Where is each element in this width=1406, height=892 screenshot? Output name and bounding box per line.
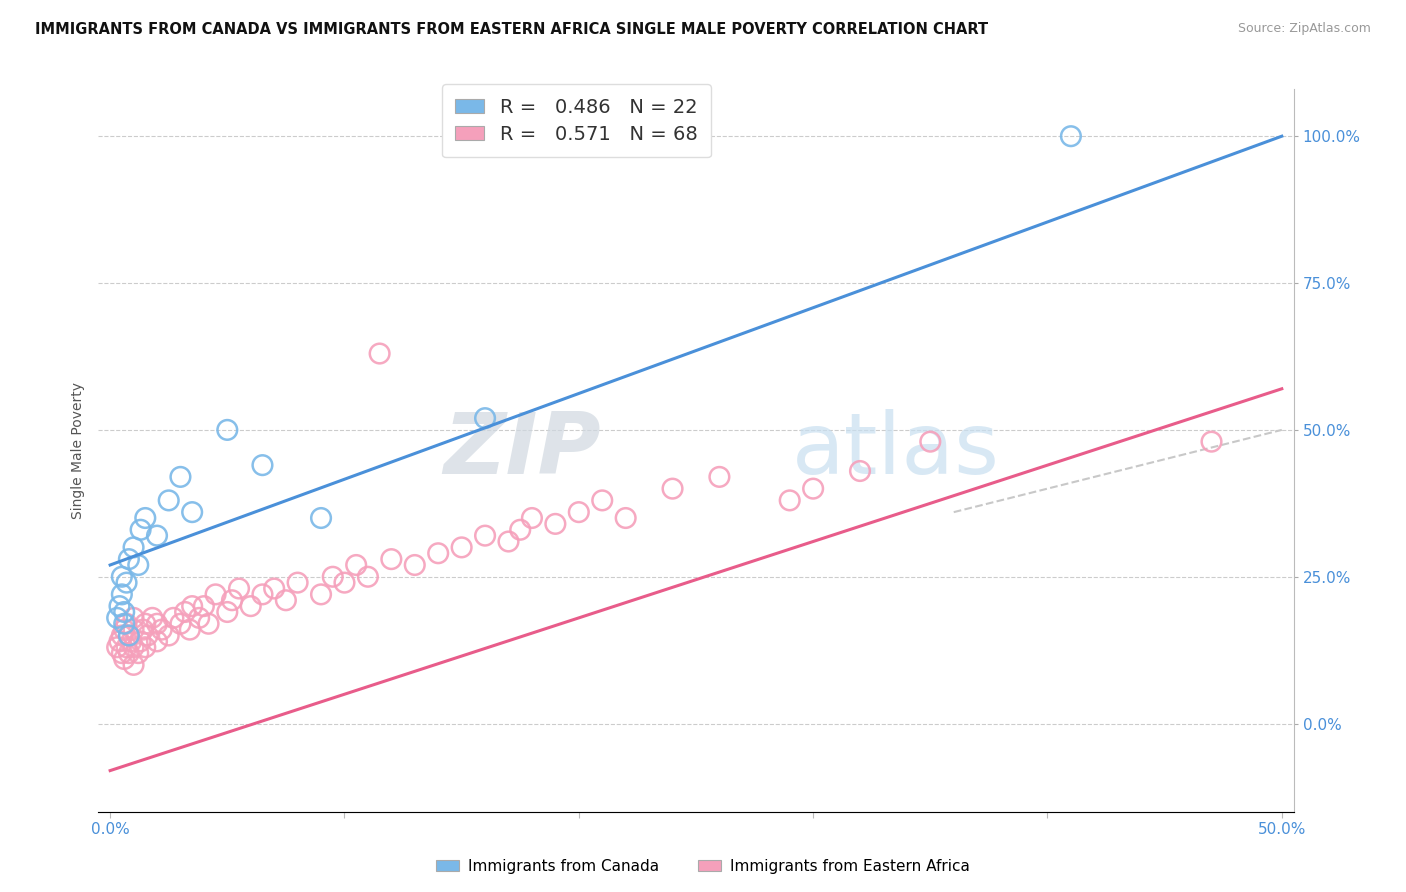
- Point: [118, 552, 141, 566]
- Point: [239, 599, 262, 614]
- Point: [129, 523, 152, 537]
- Point: [221, 593, 243, 607]
- Point: [132, 623, 155, 637]
- Point: [105, 611, 128, 625]
- Point: [122, 541, 145, 555]
- Point: [120, 634, 142, 648]
- Point: [134, 511, 156, 525]
- Point: [115, 575, 138, 590]
- Text: atlas: atlas: [792, 409, 1000, 492]
- Point: [509, 523, 531, 537]
- Point: [122, 611, 145, 625]
- Point: [108, 599, 131, 614]
- Point: [112, 623, 135, 637]
- Point: [779, 493, 801, 508]
- Point: [105, 640, 128, 655]
- Point: [108, 634, 131, 648]
- Point: [118, 646, 141, 660]
- Point: [150, 623, 173, 637]
- Point: [174, 605, 197, 619]
- Point: [127, 558, 149, 572]
- Point: [591, 493, 613, 508]
- Point: [122, 657, 145, 672]
- Point: [357, 570, 380, 584]
- Point: [188, 611, 211, 625]
- Point: [252, 587, 274, 601]
- Point: [122, 623, 145, 637]
- Point: [309, 587, 332, 601]
- Point: [252, 458, 274, 472]
- Point: [122, 640, 145, 655]
- Point: [217, 605, 239, 619]
- Point: [146, 616, 169, 631]
- Point: [112, 652, 135, 666]
- Point: [127, 646, 149, 660]
- Point: [309, 511, 332, 525]
- Legend: Immigrants from Canada, Immigrants from Eastern Africa: Immigrants from Canada, Immigrants from …: [430, 853, 976, 880]
- Point: [157, 628, 180, 642]
- Point: [111, 570, 134, 584]
- Point: [380, 552, 402, 566]
- Point: [450, 541, 472, 555]
- Point: [544, 516, 567, 531]
- Text: ZIP: ZIP: [443, 409, 600, 492]
- Point: [115, 640, 138, 655]
- Point: [112, 605, 135, 619]
- Point: [1060, 129, 1083, 144]
- Point: [141, 611, 163, 625]
- Point: [474, 528, 496, 542]
- Point: [146, 528, 169, 542]
- Point: [136, 628, 159, 642]
- Text: Source: ZipAtlas.com: Source: ZipAtlas.com: [1237, 22, 1371, 36]
- Point: [404, 558, 426, 572]
- Point: [661, 482, 683, 496]
- Point: [474, 411, 496, 425]
- Point: [115, 616, 138, 631]
- Point: [614, 511, 637, 525]
- Point: [146, 634, 169, 648]
- Point: [112, 616, 135, 631]
- Point: [498, 534, 520, 549]
- Point: [849, 464, 872, 478]
- Point: [179, 623, 201, 637]
- Legend: R =   0.486   N = 22, R =   0.571   N = 68: R = 0.486 N = 22, R = 0.571 N = 68: [441, 85, 711, 158]
- Point: [801, 482, 824, 496]
- Point: [204, 587, 226, 601]
- Point: [118, 628, 141, 642]
- Point: [111, 646, 134, 660]
- Point: [333, 575, 356, 590]
- Point: [228, 582, 250, 596]
- Point: [322, 570, 344, 584]
- Point: [427, 546, 450, 560]
- Text: IMMIGRANTS FROM CANADA VS IMMIGRANTS FROM EASTERN AFRICA SINGLE MALE POVERTY COR: IMMIGRANTS FROM CANADA VS IMMIGRANTS FRO…: [35, 22, 988, 37]
- Point: [368, 346, 391, 360]
- Point: [920, 434, 942, 449]
- Point: [263, 582, 285, 596]
- Point: [274, 593, 297, 607]
- Point: [111, 628, 134, 642]
- Point: [111, 587, 134, 601]
- Point: [134, 616, 156, 631]
- Point: [181, 505, 204, 519]
- Point: [344, 558, 367, 572]
- Point: [287, 575, 309, 590]
- Point: [568, 505, 591, 519]
- Point: [193, 599, 215, 614]
- Point: [169, 470, 191, 484]
- Point: [169, 616, 191, 631]
- Point: [217, 423, 239, 437]
- Point: [520, 511, 543, 525]
- Point: [1201, 434, 1223, 449]
- Point: [134, 640, 156, 655]
- Point: [157, 493, 180, 508]
- Point: [709, 470, 731, 484]
- Y-axis label: Single Male Poverty: Single Male Poverty: [72, 382, 86, 519]
- Point: [118, 628, 141, 642]
- Point: [129, 634, 152, 648]
- Point: [162, 611, 184, 625]
- Point: [197, 616, 219, 631]
- Point: [181, 599, 204, 614]
